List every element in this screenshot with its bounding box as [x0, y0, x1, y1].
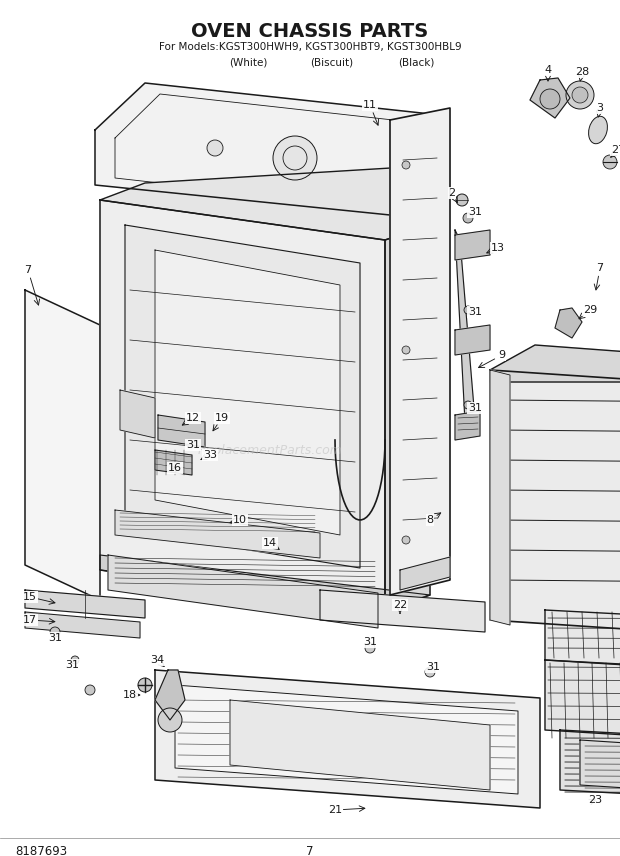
Text: 28: 28: [575, 67, 589, 77]
Text: ReplacementParts.com: ReplacementParts.com: [198, 443, 342, 456]
Polygon shape: [455, 230, 490, 260]
Text: 10: 10: [233, 515, 247, 525]
Polygon shape: [490, 345, 620, 382]
Text: 7: 7: [596, 263, 603, 273]
Text: 13: 13: [491, 243, 505, 253]
Circle shape: [85, 685, 95, 695]
Polygon shape: [25, 612, 140, 638]
Text: (White): (White): [229, 57, 267, 67]
Text: 31: 31: [468, 207, 482, 217]
Circle shape: [71, 656, 79, 664]
Polygon shape: [155, 670, 185, 720]
Text: 2: 2: [448, 188, 456, 198]
Polygon shape: [560, 730, 620, 800]
Text: 31: 31: [65, 660, 79, 670]
Text: 27: 27: [611, 145, 620, 155]
Text: (Black): (Black): [398, 57, 434, 67]
Polygon shape: [95, 83, 440, 215]
Text: (Biscuit): (Biscuit): [311, 57, 353, 67]
Circle shape: [365, 643, 375, 653]
Polygon shape: [390, 108, 450, 595]
Circle shape: [464, 306, 472, 314]
Polygon shape: [155, 670, 540, 808]
Text: 16: 16: [168, 463, 182, 473]
Polygon shape: [385, 225, 430, 610]
Text: 8187693: 8187693: [15, 845, 67, 856]
Text: 31: 31: [48, 633, 62, 643]
Text: 34: 34: [150, 655, 164, 665]
Text: 29: 29: [583, 305, 597, 315]
Circle shape: [273, 136, 317, 180]
Polygon shape: [120, 390, 155, 438]
Text: 33: 33: [203, 450, 217, 460]
Polygon shape: [455, 411, 480, 440]
Circle shape: [566, 81, 594, 109]
Ellipse shape: [588, 116, 608, 144]
Circle shape: [402, 161, 410, 169]
Polygon shape: [545, 610, 620, 670]
Circle shape: [158, 708, 182, 732]
Text: 8: 8: [427, 515, 433, 525]
Text: 21: 21: [328, 805, 342, 815]
Text: 7: 7: [306, 845, 314, 856]
Polygon shape: [400, 557, 450, 590]
Polygon shape: [555, 308, 582, 338]
Text: 31: 31: [468, 307, 482, 317]
Text: 31: 31: [426, 662, 440, 672]
Text: OVEN CHASSIS PARTS: OVEN CHASSIS PARTS: [192, 22, 428, 41]
Circle shape: [540, 89, 560, 109]
Circle shape: [138, 678, 152, 692]
Polygon shape: [100, 555, 430, 610]
Polygon shape: [490, 370, 620, 632]
Text: 17: 17: [23, 615, 37, 625]
Polygon shape: [320, 590, 485, 632]
Text: 7: 7: [24, 265, 32, 275]
Text: 4: 4: [544, 65, 552, 75]
Text: 31: 31: [363, 637, 377, 647]
Polygon shape: [158, 415, 205, 447]
Circle shape: [463, 213, 473, 223]
Circle shape: [402, 536, 410, 544]
Circle shape: [464, 401, 472, 409]
Circle shape: [207, 140, 223, 156]
Polygon shape: [545, 660, 620, 742]
Polygon shape: [25, 590, 145, 618]
Circle shape: [603, 155, 617, 169]
Circle shape: [425, 667, 435, 677]
Text: 14: 14: [263, 538, 277, 548]
Polygon shape: [25, 290, 100, 600]
Polygon shape: [108, 555, 378, 628]
Text: 9: 9: [498, 350, 505, 360]
Polygon shape: [100, 165, 440, 240]
Polygon shape: [455, 230, 475, 422]
Text: 19: 19: [215, 413, 229, 423]
Circle shape: [402, 346, 410, 354]
Polygon shape: [455, 325, 490, 355]
Text: 11: 11: [363, 100, 377, 110]
Circle shape: [456, 194, 468, 206]
Circle shape: [50, 627, 60, 637]
Text: 31: 31: [468, 403, 482, 413]
Polygon shape: [155, 250, 340, 535]
Polygon shape: [115, 510, 320, 558]
Polygon shape: [100, 200, 385, 610]
Text: 15: 15: [23, 592, 37, 602]
Polygon shape: [125, 225, 360, 568]
Polygon shape: [175, 685, 518, 794]
Text: 12: 12: [186, 413, 200, 423]
Text: For Models:KGST300HWH9, KGST300HBT9, KGST300HBL9: For Models:KGST300HWH9, KGST300HBT9, KGS…: [159, 42, 461, 52]
Polygon shape: [530, 78, 570, 118]
Polygon shape: [155, 450, 192, 475]
Polygon shape: [580, 740, 620, 795]
Text: 18: 18: [123, 690, 137, 700]
Polygon shape: [230, 700, 490, 790]
Circle shape: [572, 87, 588, 103]
Text: 23: 23: [588, 795, 602, 805]
Text: 22: 22: [393, 600, 407, 610]
Text: 3: 3: [596, 103, 603, 113]
Polygon shape: [490, 370, 510, 625]
Text: 31: 31: [186, 440, 200, 450]
